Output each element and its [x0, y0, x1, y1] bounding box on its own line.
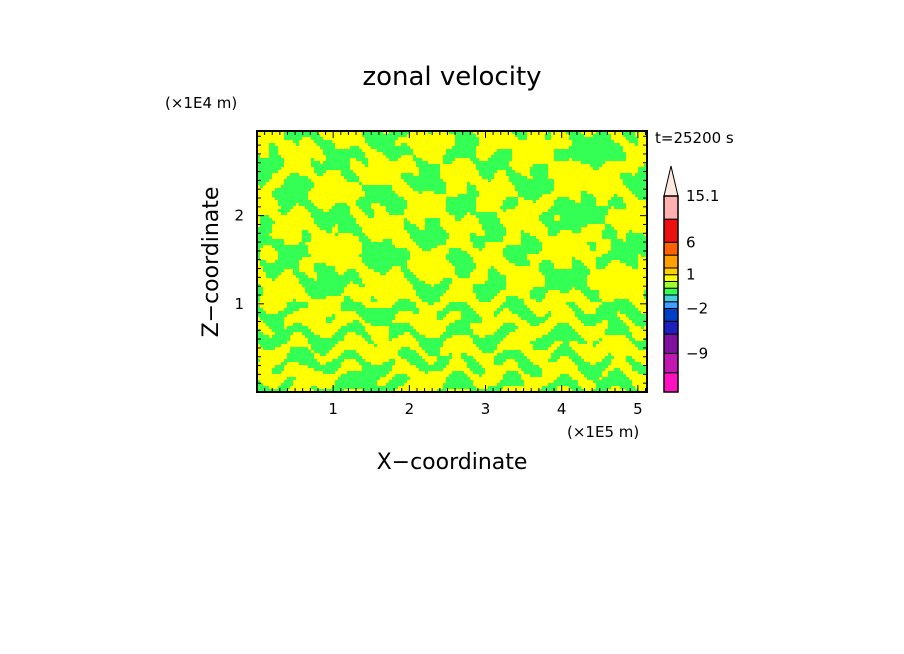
colorbar-band [663, 320, 679, 335]
colorbar-band [663, 301, 679, 309]
colorbar-label: −2 [686, 299, 708, 317]
colorbar-band [663, 287, 679, 296]
colorbar-band [663, 274, 679, 282]
x-axis-label: X−coordinate [377, 450, 528, 475]
colorbar-band [663, 280, 679, 289]
colorbar-band [663, 307, 679, 322]
colorbar-label: 6 [686, 233, 696, 251]
colorbar-label: −9 [686, 344, 708, 362]
colorbar-band [663, 372, 679, 393]
colorbar: 15.1 6 1 −2 −9 [663, 165, 719, 393]
x-tick-label: 2 [405, 400, 415, 418]
colorbar-band [663, 254, 679, 269]
colorbar-band [663, 333, 679, 354]
colorbar-band [663, 241, 679, 256]
colorbar-frame [663, 195, 679, 393]
y-tick-label: 1 [234, 295, 244, 313]
colorbar-band [663, 352, 679, 374]
colorbar-extension [663, 165, 679, 197]
colorbar-band [663, 294, 679, 303]
x-tick-label: 5 [633, 400, 643, 418]
colorbar-band [663, 267, 679, 276]
heatmap-field [257, 131, 647, 392]
colorbar-label: 15.1 [686, 187, 719, 205]
y-tick-label: 2 [234, 207, 244, 225]
colorbar-band [663, 195, 679, 220]
field-low-regions [257, 131, 647, 392]
x-scale-note: (×1E5 m) [567, 423, 639, 441]
chart-title: zonal velocity [362, 62, 541, 92]
x-tick-label: 1 [328, 400, 338, 418]
x-tick-label: 4 [557, 400, 567, 418]
y-axis-label: Z−coordinate [199, 187, 224, 338]
y-scale-note: (×1E4 m) [165, 94, 237, 112]
colorbar-band [663, 218, 679, 243]
time-label: t=25200 s [655, 129, 734, 147]
x-tick-label: 3 [481, 400, 491, 418]
plot-frame [256, 130, 648, 393]
colorbar-label: 1 [686, 266, 696, 284]
plot-axes: 1 2 3 4 5 1 2 [234, 130, 648, 418]
